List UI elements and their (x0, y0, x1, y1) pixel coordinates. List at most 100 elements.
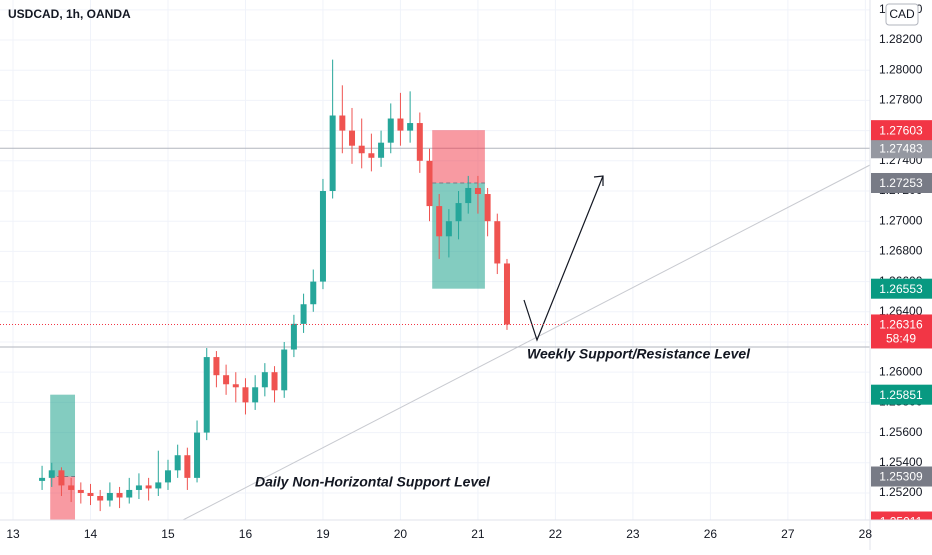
y-tick-label: 1.28200 (879, 32, 923, 46)
candle-body (135, 485, 142, 490)
y-tick-label: 1.26000 (879, 364, 923, 378)
x-tick-label: 21 (471, 527, 485, 541)
currency-box[interactable] (885, 3, 919, 26)
last-price-label: 1.26316 (879, 318, 923, 332)
arrow-head (593, 175, 604, 186)
y-tick-label: 1.28000 (879, 62, 923, 76)
entry-label-bg (871, 466, 932, 487)
candle-body (436, 206, 443, 237)
stop-label-bg (871, 120, 932, 141)
y-tick-label: 1.25400 (879, 455, 923, 469)
candle-body (116, 492, 123, 498)
candle-body (261, 372, 268, 388)
annotation: Daily Non-Horizontal Support Level (255, 474, 491, 490)
y-tick-label: 1.25600 (879, 425, 923, 439)
candle-body (319, 190, 326, 282)
candle-body (290, 323, 297, 350)
candle-body (213, 357, 220, 376)
candle-body (194, 432, 201, 478)
candle-body (416, 123, 423, 161)
entry-label: 1.25309 (879, 470, 923, 484)
candle-body (310, 281, 317, 305)
x-tick-label: 26 (704, 527, 718, 541)
candle-body (126, 489, 133, 498)
x-tick-label: 14 (84, 527, 98, 541)
candle-body (155, 482, 162, 489)
entry-label-bg (871, 172, 932, 193)
plot-area (0, 59, 870, 520)
chart-title: USDCAD, 1h, OANDA (8, 7, 131, 21)
candle-body (106, 492, 113, 501)
x-tick-label: 20 (394, 527, 408, 541)
candle-body (203, 357, 210, 433)
target-label: 1.25851 (879, 388, 923, 402)
y-tick-label: 1.26400 (879, 304, 923, 318)
target-label-bg (871, 384, 932, 405)
x-tick-label: 23 (626, 527, 640, 541)
target-label: 1.26553 (879, 282, 923, 296)
candle-body (339, 115, 346, 131)
stop-label: 1.27603 (879, 123, 923, 137)
x-tick-label: 27 (781, 527, 795, 541)
candle-body (174, 455, 181, 471)
stop-label-bg (871, 511, 932, 520)
time-axis: 13 14 15 16 19 20 21 22 23 26 27 28 (6, 527, 872, 541)
x-tick-label: 19 (316, 527, 330, 541)
candle-body (68, 485, 75, 490)
x-tick-label: 28 (859, 527, 873, 541)
last-price-bg (871, 314, 932, 349)
currency[interactable]: CAD (889, 7, 915, 21)
candle-body (252, 387, 259, 403)
candle-body (281, 349, 288, 391)
candle-body (77, 489, 84, 493)
y-tick-label: 1.26800 (879, 244, 923, 258)
entry-label: 1.27253 (879, 176, 923, 190)
candle-body (329, 115, 336, 191)
candle-body (407, 123, 414, 131)
candle-body (397, 118, 404, 131)
trend-line (182, 164, 870, 520)
candle-body (503, 263, 510, 325)
annotation: Weekly Support/Resistance Level (527, 346, 751, 362)
candle-body (232, 384, 239, 388)
y-tick-label: 1.27800 (879, 93, 923, 107)
candle-body (271, 372, 278, 391)
x-tick-label: 13 (6, 527, 20, 541)
candle-body (184, 455, 191, 478)
x-tick-label: 15 (161, 527, 175, 541)
countdown: 58:49 (886, 332, 916, 346)
candle-body (387, 118, 394, 143)
candle-body (474, 187, 481, 195)
candle-body (242, 387, 249, 403)
candle-body (358, 145, 365, 154)
candle-body (484, 194, 491, 222)
candle-body (455, 203, 462, 222)
candle-body (368, 153, 375, 158)
stop-zone (432, 130, 485, 183)
candle-body (145, 485, 152, 489)
candle-body (164, 470, 171, 483)
candle-body (426, 160, 433, 207)
level-label-bg (871, 138, 932, 159)
arrow-drawing (523, 175, 604, 342)
candle-body (445, 221, 452, 237)
x-tick-label: 16 (239, 527, 253, 541)
candle-body (48, 470, 55, 478)
candle-body (87, 492, 94, 496)
candle-body (494, 221, 501, 264)
candle-body (300, 304, 307, 324)
candle-body (97, 495, 104, 501)
level-label: 1.27483 (879, 141, 923, 155)
x-tick-label: 22 (549, 527, 563, 541)
candle-body (223, 375, 230, 385)
stop-label: 1.25011 (880, 515, 923, 529)
candle-body (39, 477, 46, 481)
y-tick-label: 1.27000 (879, 213, 923, 227)
candle-body (465, 187, 472, 204)
candle-body (349, 130, 356, 146)
y-tick-label: 1.25200 (879, 485, 923, 499)
candle-body (378, 142, 385, 158)
target-label-bg (871, 278, 932, 299)
candle-body (58, 470, 65, 486)
